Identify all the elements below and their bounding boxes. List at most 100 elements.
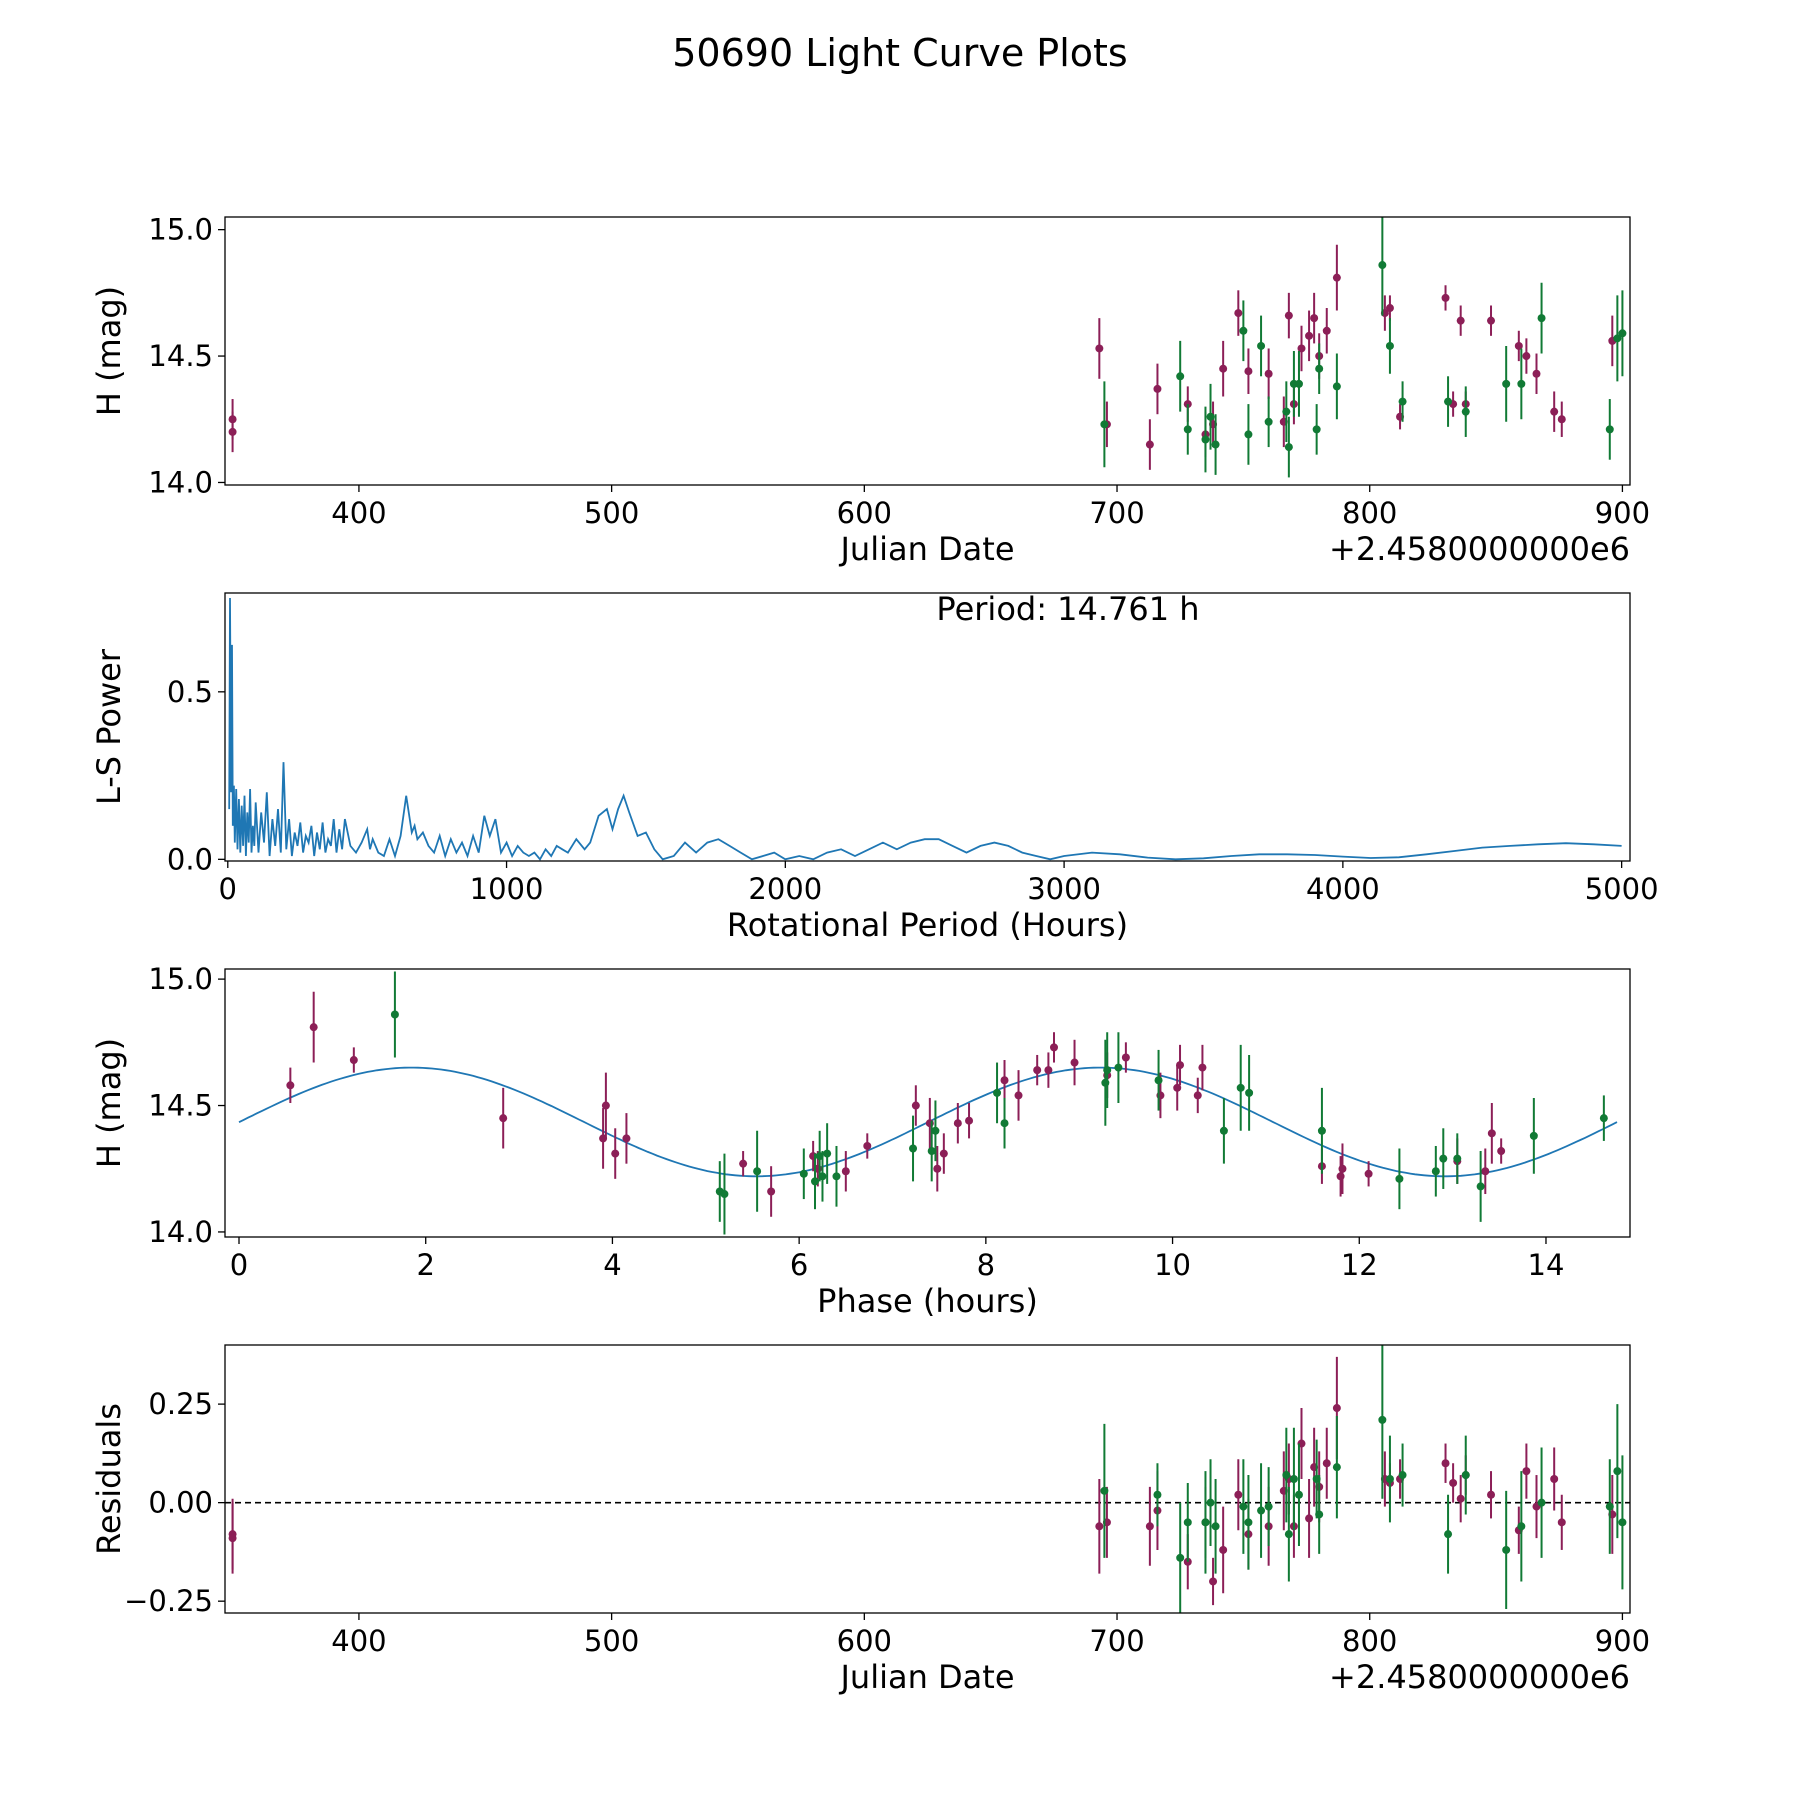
data-point-band-b [1312, 404, 1321, 455]
x-tick-label: 800 [1342, 1624, 1397, 1658]
data-point-band-a [1487, 1471, 1496, 1519]
data-marker [1244, 430, 1253, 439]
data-point-band-b [1244, 404, 1253, 465]
data-point-band-a [1310, 292, 1319, 344]
data-point-band-b [832, 1145, 841, 1207]
plot-area [228, 597, 1622, 861]
data-marker [1219, 364, 1228, 373]
data-point-band-b [1257, 315, 1266, 377]
data-marker [1244, 1518, 1253, 1527]
data-point-band-a [965, 1103, 974, 1139]
data-marker [1398, 1471, 1407, 1480]
data-point-band-a [1305, 310, 1314, 362]
data-marker [1618, 329, 1627, 338]
data-marker [1173, 1083, 1182, 1092]
data-point-band-a [1522, 1443, 1531, 1499]
data-point-band-b [1378, 217, 1387, 316]
x-offset-label: +2.4580000000e6 [1329, 1658, 1630, 1696]
data-point-band-a [1234, 290, 1243, 336]
data-point-band-b [1605, 1459, 1614, 1554]
data-point-band-a [1014, 1070, 1023, 1121]
plot-resid: 400 500 600 700 800 900 −0.25 0.00 0.25 Julian Da… [90, 1344, 1650, 1696]
data-marker [1364, 1169, 1373, 1178]
data-marker [1618, 1518, 1627, 1527]
data-marker [1441, 1459, 1450, 1468]
data-point-band-a [1322, 1427, 1331, 1499]
data-point-band-b [1114, 1032, 1123, 1103]
y-tick-label: 14.0 [148, 465, 213, 499]
data-marker [909, 1144, 918, 1153]
data-point-band-b [1398, 1443, 1407, 1507]
data-marker [1154, 1076, 1163, 1085]
plot-area [228, 217, 1627, 478]
y-tick-label: 0.0 [167, 842, 213, 876]
data-point-band-a [1305, 1479, 1314, 1558]
data-point-band-b [1294, 1443, 1303, 1546]
data-point-band-a [1550, 391, 1559, 432]
data-marker [1312, 425, 1321, 434]
data-marker [1378, 261, 1387, 270]
y-tick-label: 14.5 [148, 339, 213, 373]
data-point-band-b [1385, 318, 1394, 374]
data-point-band-b [1476, 1151, 1485, 1222]
data-marker [1315, 364, 1324, 373]
data-point-band-a [349, 1047, 358, 1073]
data-point-band-b [1100, 1423, 1109, 1558]
plot-lc: 400 500 600 700 800 900 14.0 14.5 15.0 Julian Dat… [90, 213, 1650, 568]
data-point-band-b [1100, 381, 1109, 468]
axes-frame [224, 592, 1631, 862]
data-point-band-b [799, 1148, 808, 1200]
data-point-band-a [1449, 1463, 1458, 1503]
x-tick-label: 14 [1528, 1248, 1565, 1282]
data-marker [739, 1159, 748, 1168]
data-marker [1201, 435, 1210, 444]
data-point-band-b [1502, 1490, 1511, 1610]
data-point-band-b [1282, 1427, 1291, 1523]
x-axis-label: Julian Date [838, 530, 1014, 568]
data-marker [1522, 1467, 1531, 1476]
data-marker [863, 1141, 872, 1150]
data-point-band-a [1244, 348, 1253, 394]
data-marker [1605, 425, 1614, 434]
data-marker [309, 1023, 318, 1032]
data-point-band-b [1264, 1467, 1273, 1546]
x-tick-label: 5000 [1585, 872, 1659, 906]
data-marker [1206, 1498, 1215, 1507]
data-marker [1487, 316, 1496, 325]
data-marker [1310, 314, 1319, 323]
data-marker [1244, 367, 1253, 376]
data-marker [823, 1149, 832, 1158]
x-tick-label: 800 [1342, 496, 1397, 530]
data-point-band-a [1487, 305, 1496, 336]
data-marker [1439, 1154, 1448, 1163]
data-marker [1257, 1506, 1266, 1515]
data-marker [939, 1149, 948, 1158]
data-point-band-b [1176, 340, 1185, 412]
data-point-band-b [1206, 1459, 1215, 1546]
data-marker [1198, 1063, 1207, 1072]
data-marker [228, 1534, 237, 1543]
data-point-band-b [1395, 1148, 1404, 1210]
data-point-band-a [1332, 244, 1341, 311]
data-marker [1049, 1043, 1058, 1052]
data-marker [811, 1177, 820, 1186]
data-point-band-b [1517, 1471, 1526, 1582]
data-point-band-b [909, 1115, 918, 1182]
data-marker [1487, 1129, 1496, 1138]
data-point-band-b [720, 1153, 729, 1235]
data-point-band-b [1282, 381, 1291, 443]
data-point-band-b [1244, 1475, 1253, 1570]
data-point-band-a [1173, 1065, 1182, 1111]
data-marker [611, 1149, 620, 1158]
data-marker [1201, 1518, 1210, 1527]
data-marker [993, 1088, 1002, 1097]
data-marker [1103, 1066, 1112, 1075]
x-tick-label: 4000 [1306, 872, 1380, 906]
data-marker [1284, 1530, 1293, 1539]
data-point-band-a [1176, 1044, 1185, 1086]
data-marker [1095, 1522, 1104, 1531]
data-point-band-a [1532, 353, 1541, 394]
data-marker [1502, 379, 1511, 388]
data-point-band-a [1557, 1494, 1566, 1550]
x-tick-label: 2 [416, 1248, 434, 1282]
